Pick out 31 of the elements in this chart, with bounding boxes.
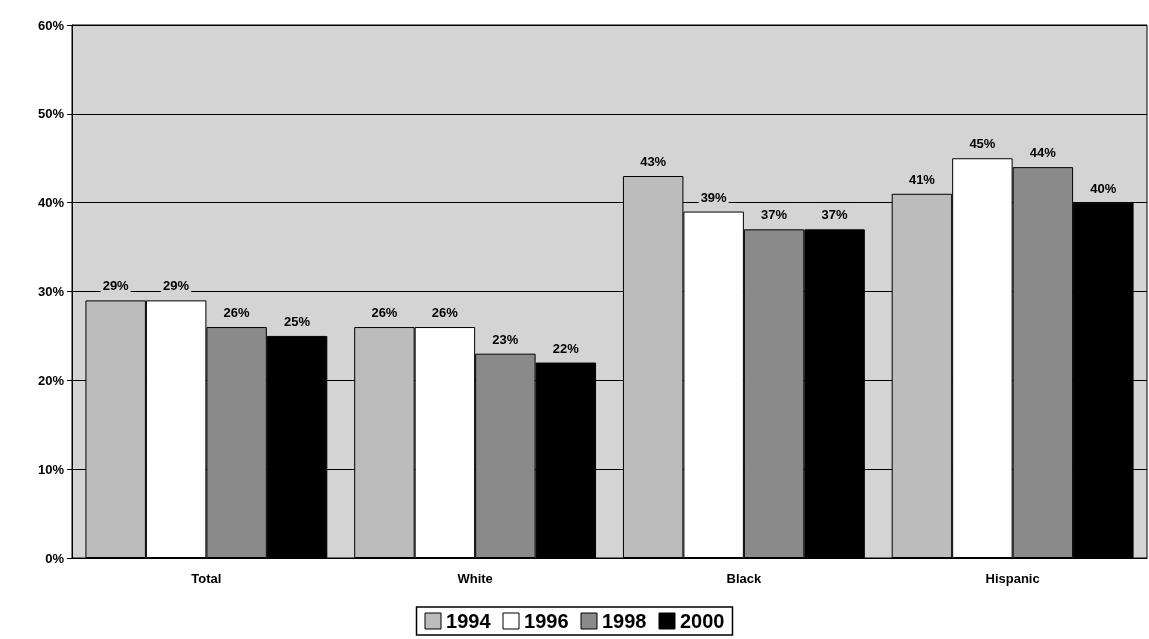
x-tick-label: Black — [726, 571, 762, 586]
data-label: 37% — [821, 207, 849, 223]
data-label: 26% — [223, 305, 251, 321]
data-label: 22% — [552, 340, 580, 356]
data-label: 44% — [1029, 145, 1057, 161]
x-tick-label: Hispanic — [985, 571, 1040, 586]
y-tick-label: 10% — [37, 461, 65, 477]
x-tick-label: Total — [191, 571, 222, 586]
data-label: 43% — [640, 154, 667, 170]
data-label: 26% — [371, 305, 398, 321]
legend-label: 1994 — [446, 610, 492, 632]
y-tick-label: 0% — [45, 550, 65, 566]
y-tick-label: 40% — [37, 195, 65, 211]
legend-label: 2000 — [679, 610, 725, 632]
data-label: 23% — [492, 331, 519, 347]
data-label: 39% — [700, 189, 728, 205]
data-label: 25% — [284, 313, 311, 329]
legend-label: 1998 — [602, 610, 647, 632]
y-tick-label: 60% — [37, 17, 65, 33]
x-tick-label: White — [457, 571, 493, 586]
data-label: 29% — [163, 278, 190, 294]
data-label: 26% — [431, 305, 459, 321]
y-tick-label: 30% — [37, 284, 65, 299]
data-label: 41% — [908, 171, 936, 187]
y-tick-label: 50% — [37, 106, 65, 122]
data-label: 40% — [1090, 180, 1117, 196]
data-label: 45% — [969, 136, 996, 152]
y-tick-label: 20% — [37, 372, 65, 388]
data-label: 29% — [102, 278, 130, 294]
data-label: 37% — [761, 207, 788, 223]
legend-label: 1996 — [524, 610, 569, 632]
